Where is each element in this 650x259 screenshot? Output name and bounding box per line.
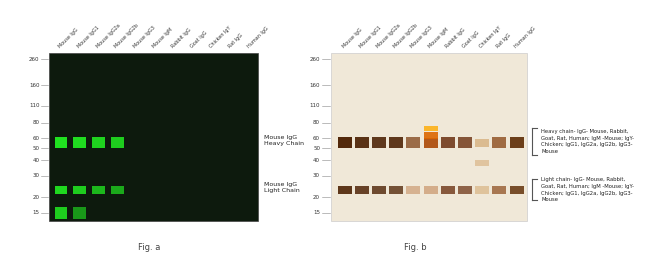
FancyBboxPatch shape [355, 186, 369, 194]
FancyBboxPatch shape [475, 186, 489, 194]
Text: 80: 80 [313, 120, 320, 125]
FancyBboxPatch shape [372, 138, 386, 148]
FancyBboxPatch shape [111, 186, 124, 194]
Text: 60: 60 [313, 136, 320, 141]
FancyBboxPatch shape [406, 137, 421, 142]
Text: Fig. b: Fig. b [404, 243, 426, 252]
Text: Chicken IgY: Chicken IgY [478, 25, 502, 49]
FancyBboxPatch shape [355, 138, 369, 148]
Text: Mouse IgG3: Mouse IgG3 [410, 25, 434, 49]
Text: Mouse IgG1: Mouse IgG1 [358, 25, 382, 49]
Text: 160: 160 [29, 83, 40, 88]
FancyBboxPatch shape [510, 186, 524, 194]
Text: 40: 40 [32, 158, 40, 163]
Text: Human IgG: Human IgG [513, 26, 536, 49]
Text: 15: 15 [313, 211, 320, 215]
FancyBboxPatch shape [55, 138, 67, 148]
Text: Fig. a: Fig. a [138, 243, 161, 252]
FancyBboxPatch shape [337, 186, 352, 194]
Text: 260: 260 [29, 57, 40, 62]
FancyBboxPatch shape [475, 139, 489, 147]
FancyBboxPatch shape [55, 207, 67, 219]
Text: 30: 30 [32, 173, 40, 178]
FancyBboxPatch shape [458, 138, 472, 148]
Text: Light chain- IgG- Mouse, Rabbit,
Goat, Rat, Human; IgM -Mouse; IgY-
Chicken; IgG: Light chain- IgG- Mouse, Rabbit, Goat, R… [541, 177, 634, 202]
FancyBboxPatch shape [458, 186, 472, 194]
Text: Mouse IgG1: Mouse IgG1 [76, 25, 100, 49]
FancyBboxPatch shape [441, 138, 455, 148]
Text: Rabbit IgG: Rabbit IgG [445, 27, 466, 49]
FancyBboxPatch shape [73, 207, 86, 219]
Text: Rat IgG: Rat IgG [227, 33, 244, 49]
Text: 30: 30 [313, 173, 320, 178]
Text: Rat IgG: Rat IgG [496, 33, 512, 49]
FancyBboxPatch shape [475, 160, 489, 166]
FancyBboxPatch shape [493, 138, 506, 148]
Text: Mouse IgG3: Mouse IgG3 [133, 25, 157, 49]
FancyBboxPatch shape [493, 186, 506, 194]
Text: Mouse IgG2b: Mouse IgG2b [393, 23, 419, 49]
FancyBboxPatch shape [55, 186, 67, 194]
FancyBboxPatch shape [331, 53, 527, 221]
Text: Mouse IgG
Heavy Chain: Mouse IgG Heavy Chain [264, 135, 304, 146]
Text: 40: 40 [313, 158, 320, 163]
Text: 50: 50 [32, 146, 40, 150]
FancyBboxPatch shape [406, 142, 421, 148]
FancyBboxPatch shape [111, 138, 124, 148]
Text: 110: 110 [309, 103, 320, 108]
FancyBboxPatch shape [337, 138, 352, 148]
Text: Mouse IgG2a: Mouse IgG2a [376, 23, 402, 49]
FancyBboxPatch shape [389, 186, 403, 194]
FancyBboxPatch shape [424, 186, 437, 194]
Text: Goat IgG: Goat IgG [189, 30, 208, 49]
Text: Mouse IgM: Mouse IgM [151, 27, 174, 49]
Text: Mouse IgG: Mouse IgG [57, 27, 79, 49]
FancyBboxPatch shape [92, 186, 105, 194]
Text: Goat IgG: Goat IgG [462, 30, 480, 49]
Text: Mouse IgG2b: Mouse IgG2b [114, 23, 140, 49]
FancyBboxPatch shape [372, 186, 386, 194]
Text: 20: 20 [313, 195, 320, 200]
Text: 80: 80 [32, 120, 40, 125]
FancyBboxPatch shape [389, 138, 403, 148]
Text: Mouse IgG
Light Chain: Mouse IgG Light Chain [264, 182, 300, 193]
FancyBboxPatch shape [92, 138, 105, 148]
FancyBboxPatch shape [424, 126, 437, 131]
FancyBboxPatch shape [73, 138, 86, 148]
FancyBboxPatch shape [424, 132, 437, 139]
Text: 15: 15 [32, 211, 40, 215]
Text: 20: 20 [32, 195, 40, 200]
Text: Mouse IgM: Mouse IgM [427, 27, 449, 49]
Text: 110: 110 [29, 103, 40, 108]
FancyBboxPatch shape [424, 138, 437, 148]
Text: Chicken IgY: Chicken IgY [208, 25, 232, 49]
Text: Heavy chain- IgG- Mouse, Rabbit,
Goat, Rat, Human; IgM -Mouse; IgY-
Chicken; IgG: Heavy chain- IgG- Mouse, Rabbit, Goat, R… [541, 129, 634, 154]
Text: 60: 60 [32, 136, 40, 141]
FancyBboxPatch shape [441, 186, 455, 194]
FancyBboxPatch shape [406, 186, 421, 194]
FancyBboxPatch shape [510, 138, 524, 148]
Text: Mouse IgG2a: Mouse IgG2a [95, 23, 121, 49]
Text: 50: 50 [313, 146, 320, 150]
Text: 160: 160 [309, 83, 320, 88]
Text: Mouse IgG: Mouse IgG [341, 27, 363, 49]
Text: Rabbit IgG: Rabbit IgG [170, 27, 192, 49]
Text: Human IgG: Human IgG [246, 26, 269, 49]
FancyBboxPatch shape [73, 186, 86, 194]
FancyBboxPatch shape [49, 53, 258, 221]
Text: 260: 260 [309, 57, 320, 62]
